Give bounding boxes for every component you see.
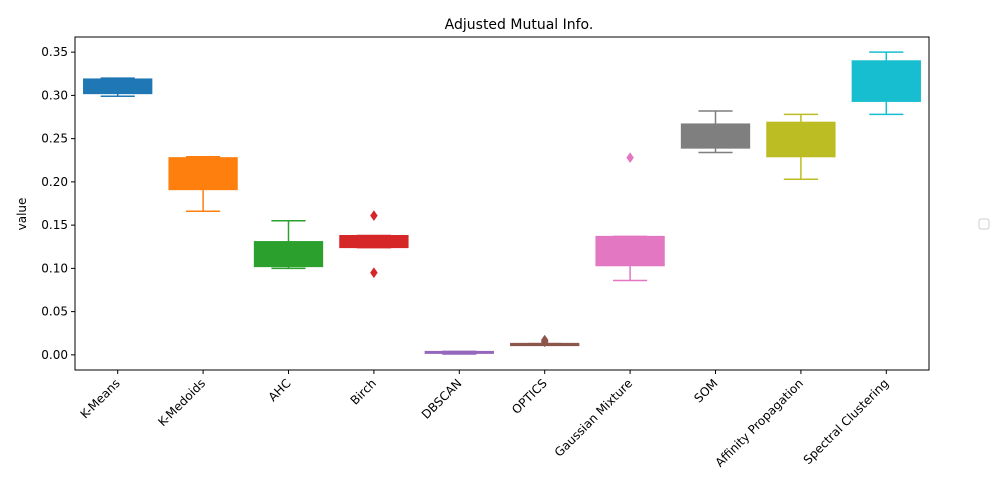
box-iqr	[766, 121, 836, 158]
legend	[978, 218, 990, 230]
box-affinity-propagation	[766, 113, 836, 181]
x-tick-label: Spectral Clustering	[801, 376, 892, 467]
box-gaussian-mixture	[595, 152, 665, 282]
y-tick-label: 0.35	[41, 45, 68, 59]
box-iqr	[253, 241, 324, 268]
box-som	[680, 110, 751, 154]
y-tick-label: 0.30	[41, 88, 68, 102]
x-tick-label: OPTICS	[509, 376, 550, 417]
box-dbscan	[424, 350, 494, 355]
x-tick-label: SOM	[691, 376, 720, 405]
y-tick-label: 0.00	[41, 348, 68, 362]
y-tick-label: 0.25	[41, 132, 68, 146]
x-tick-label: DBSCAN	[419, 376, 465, 422]
x-tick-label: Birch	[348, 376, 379, 407]
box-k-medoids	[168, 156, 238, 213]
box-iqr	[168, 157, 238, 191]
box-iqr	[680, 123, 751, 149]
box-k-means	[83, 77, 153, 97]
x-tick-label: Gaussian Mixture	[552, 376, 635, 459]
y-tick-label: 0.15	[41, 218, 68, 232]
box-spectral-clustering	[851, 51, 921, 116]
legend-box	[978, 218, 990, 230]
x-tick-label: K-Means	[78, 376, 123, 421]
outlier-point	[370, 267, 378, 279]
plot-frame	[74, 36, 930, 371]
chart-title: Adjusted Mutual Info.	[445, 17, 594, 33]
outlier-point	[370, 210, 378, 222]
box-iqr	[595, 235, 665, 267]
x-tick-label: AHC	[266, 376, 294, 404]
box-birch	[339, 210, 409, 279]
y-tick-label: 0.10	[41, 261, 68, 275]
box-optics	[510, 334, 580, 348]
box-ahc	[253, 220, 324, 270]
y-tick-label: 0.20	[41, 175, 68, 189]
y-axis-label: value	[15, 198, 29, 231]
plot-area: 0.00 0.05 0.10 0.15 0.20 0.25 0.30 0.35 K-Means K…	[41, 45, 921, 470]
y-tick-label: 0.05	[41, 305, 68, 319]
box-iqr	[851, 60, 921, 102]
outlier-point	[540, 336, 549, 348]
box-iqr	[339, 235, 409, 249]
outlier-point	[626, 152, 634, 164]
x-tick-label: Affinity Propagation	[712, 376, 806, 470]
box-iqr	[83, 78, 153, 95]
x-tick-label: K-Medoids	[155, 376, 208, 429]
